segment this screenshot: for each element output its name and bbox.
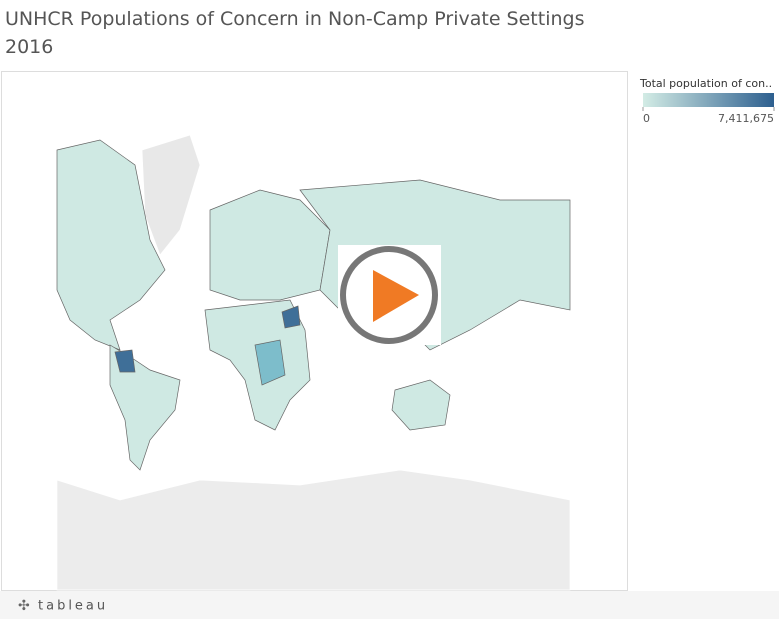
south-america — [109, 344, 181, 471]
play-icon[interactable] — [373, 270, 419, 322]
title: UNHCR Populations of Concern in Non-Camp… — [5, 8, 585, 30]
footer-bar — [0, 591, 779, 619]
central-africa — [254, 339, 286, 386]
subtitle: 2016 — [5, 36, 54, 58]
legend-title: Total population of con.. — [639, 77, 772, 90]
legend-gradient — [643, 93, 774, 107]
footer-icon: ✣ — [18, 598, 30, 614]
map — [56, 130, 571, 591]
antarctica — [56, 469, 571, 591]
legend-min-label: 0 — [643, 112, 650, 125]
colombia — [114, 349, 136, 373]
africa — [204, 299, 311, 431]
legend-max-label: 7,411,675 — [718, 112, 774, 125]
australia — [391, 379, 451, 431]
footer-logo: tableau — [38, 599, 108, 614]
play-overlay[interactable] — [338, 245, 441, 345]
middle-east — [281, 305, 301, 329]
north-america — [56, 139, 166, 351]
